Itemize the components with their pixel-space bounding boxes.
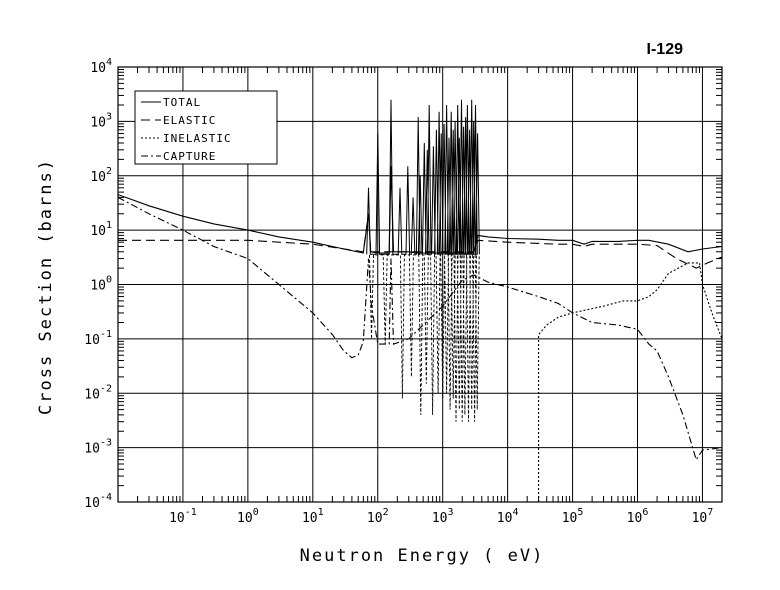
chart-title: I-129 (647, 41, 684, 58)
x-tick-label: 105 (562, 507, 584, 526)
x-tick-label: 100 (237, 507, 259, 526)
legend-label: INELASTIC (163, 132, 232, 145)
y-tick-label: 102 (90, 166, 112, 185)
partial-resonance-valleys (369, 254, 480, 422)
y-tick-label: 104 (90, 57, 112, 76)
y-tick-label: 101 (90, 220, 112, 239)
legend-box (134, 90, 278, 165)
series-lines (118, 99, 722, 502)
x-tick-label: 10-1 (169, 507, 197, 526)
y-tick-label: 10-1 (84, 329, 112, 348)
x-axis-label: Neutron Energy ( eV) (300, 546, 545, 566)
y-tick-label: 100 (90, 275, 112, 294)
y-axis-label: Cross Section (barns) (36, 158, 56, 415)
x-tick-label: 107 (692, 507, 714, 526)
total-resonance-peaks (366, 99, 480, 255)
tick-labels: 10-1 100 101 102 103 104 105 106 107 10-4 10-3 10-2… (84, 57, 713, 526)
series-line-elastic (118, 213, 722, 269)
series-line-capture (118, 196, 722, 461)
x-tick-label: 103 (432, 507, 454, 526)
legend-label: TOTAL (163, 96, 201, 109)
y-tick-label: 10-2 (84, 383, 112, 402)
y-tick-label: 10-3 (84, 438, 112, 457)
legend-label: ELASTIC (163, 114, 216, 127)
x-tick-label: 104 (497, 507, 519, 526)
legend: TOTAL ELASTIC INELASTIC CAPTURE (134, 90, 278, 165)
series-line-inelastic (538, 262, 722, 502)
x-tick-label: 102 (367, 507, 389, 526)
x-tick-label: 101 (302, 507, 324, 526)
plot-frame (117, 66, 723, 503)
y-tick-label: 10-4 (84, 492, 112, 511)
legend-label: CAPTURE (163, 150, 216, 163)
y-tick-label: 103 (90, 111, 112, 130)
x-tick-label: 106 (627, 507, 649, 526)
